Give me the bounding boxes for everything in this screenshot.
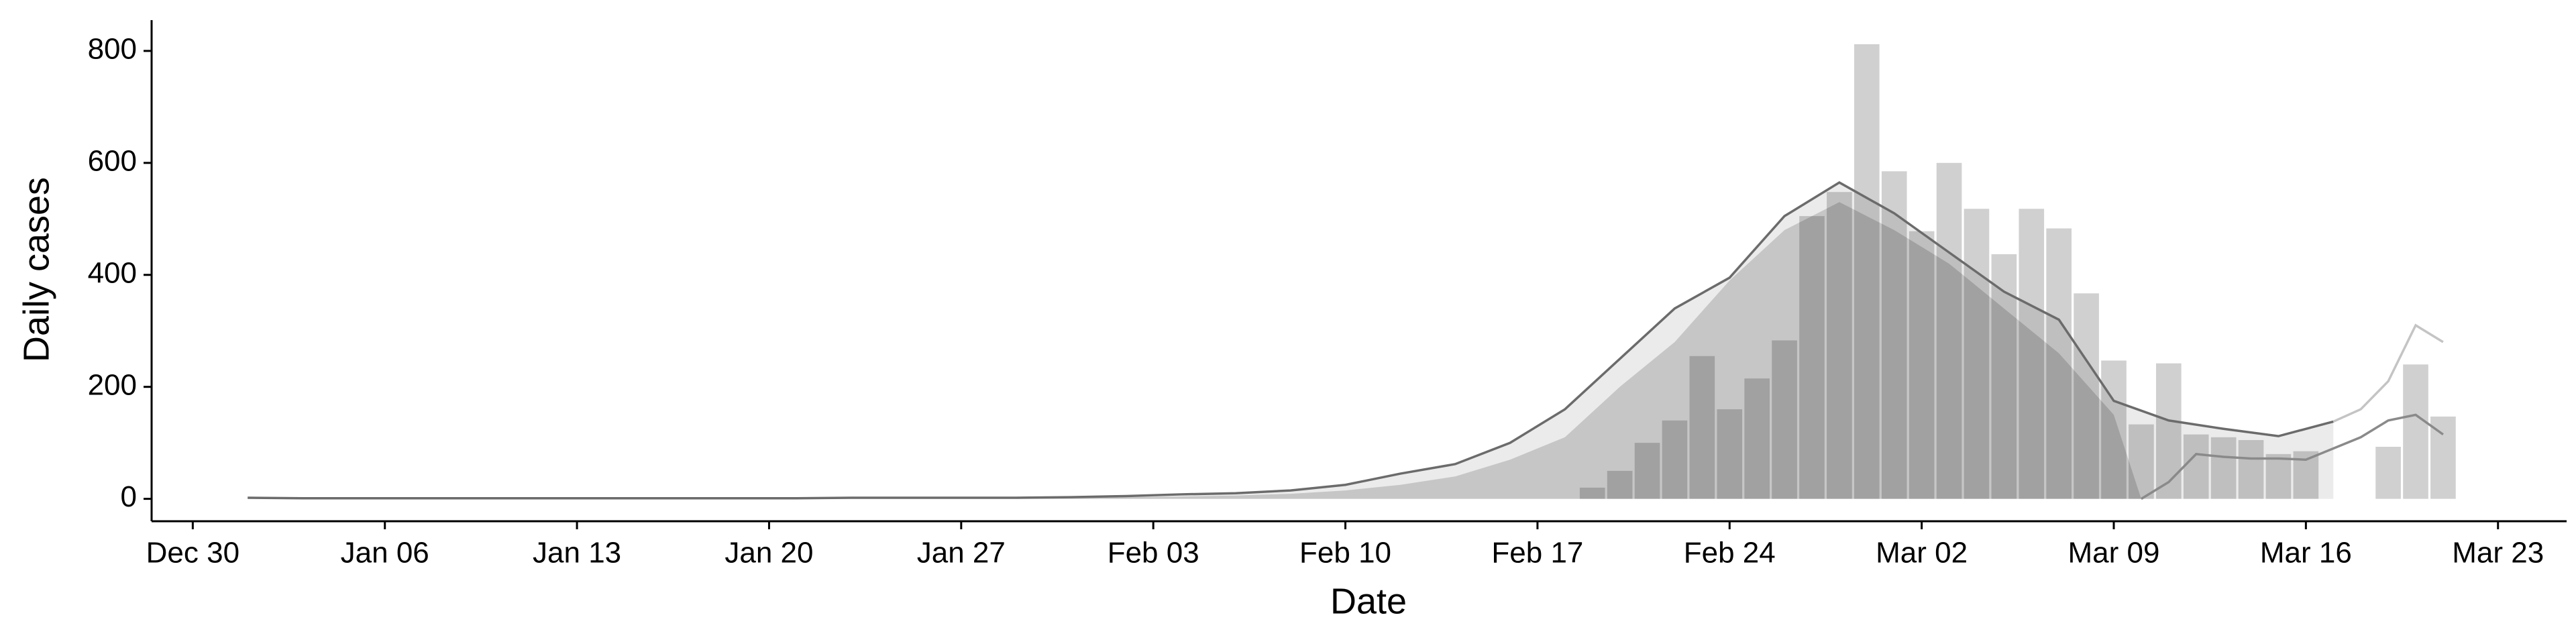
- x-tick-label: Dec 30: [146, 537, 239, 570]
- line: [2332, 323, 2444, 423]
- bar: [1717, 409, 1743, 499]
- y-tick-label: 400: [88, 256, 137, 289]
- x-tick-label: Mar 23: [2452, 537, 2544, 570]
- line: [248, 181, 2334, 500]
- bar: [2019, 209, 2045, 499]
- bar: [2210, 437, 2237, 499]
- bar: [1827, 192, 1852, 499]
- bar: [2430, 416, 2456, 499]
- bar: [1689, 356, 1715, 499]
- y-tick-label: 0: [121, 480, 137, 513]
- x-tick-label: Feb 17: [1491, 537, 1583, 570]
- bar: [2101, 360, 2127, 499]
- bar: [1909, 231, 1935, 499]
- x-tick-label: Mar 16: [2260, 537, 2352, 570]
- line: [2140, 413, 2444, 500]
- bar: [1964, 209, 1990, 499]
- x-tick-label: Feb 03: [1108, 537, 1199, 570]
- y-tick-label: 200: [88, 368, 137, 401]
- bar: [1744, 378, 1770, 499]
- bar: [2046, 228, 2072, 499]
- bar: [2183, 434, 2209, 499]
- x-tick-label: Jan 06: [341, 537, 429, 570]
- bar: [1662, 420, 1688, 499]
- bar: [1936, 162, 1962, 499]
- bar: [2074, 293, 2099, 499]
- bar: [1772, 340, 1797, 499]
- bar: [2375, 446, 2401, 499]
- x-axis-title: Date: [1330, 581, 1407, 621]
- bar: [2238, 439, 2264, 499]
- x-tick-label: Mar 02: [1876, 537, 1968, 570]
- x-tick-label: Jan 13: [533, 537, 621, 570]
- bar: [2403, 364, 2428, 499]
- bar: [2265, 453, 2292, 499]
- y-tick-label: 600: [88, 144, 137, 177]
- bar: [1854, 44, 1880, 499]
- x-tick-label: Mar 09: [2068, 537, 2160, 570]
- bar: [1607, 470, 1633, 499]
- bar: [1881, 171, 1907, 499]
- bar: [2129, 424, 2154, 499]
- bar: [1799, 216, 1825, 499]
- y-axis-title: Daily cases: [16, 177, 56, 362]
- bar: [2156, 363, 2182, 499]
- y-tick-label: 800: [88, 33, 137, 66]
- x-tick-label: Jan 27: [917, 537, 1006, 570]
- bar: [1579, 487, 1605, 499]
- x-tick-label: Feb 24: [1684, 537, 1776, 570]
- x-tick-label: Jan 20: [724, 537, 813, 570]
- bar: [1634, 443, 1660, 499]
- x-tick-label: Feb 10: [1299, 537, 1391, 570]
